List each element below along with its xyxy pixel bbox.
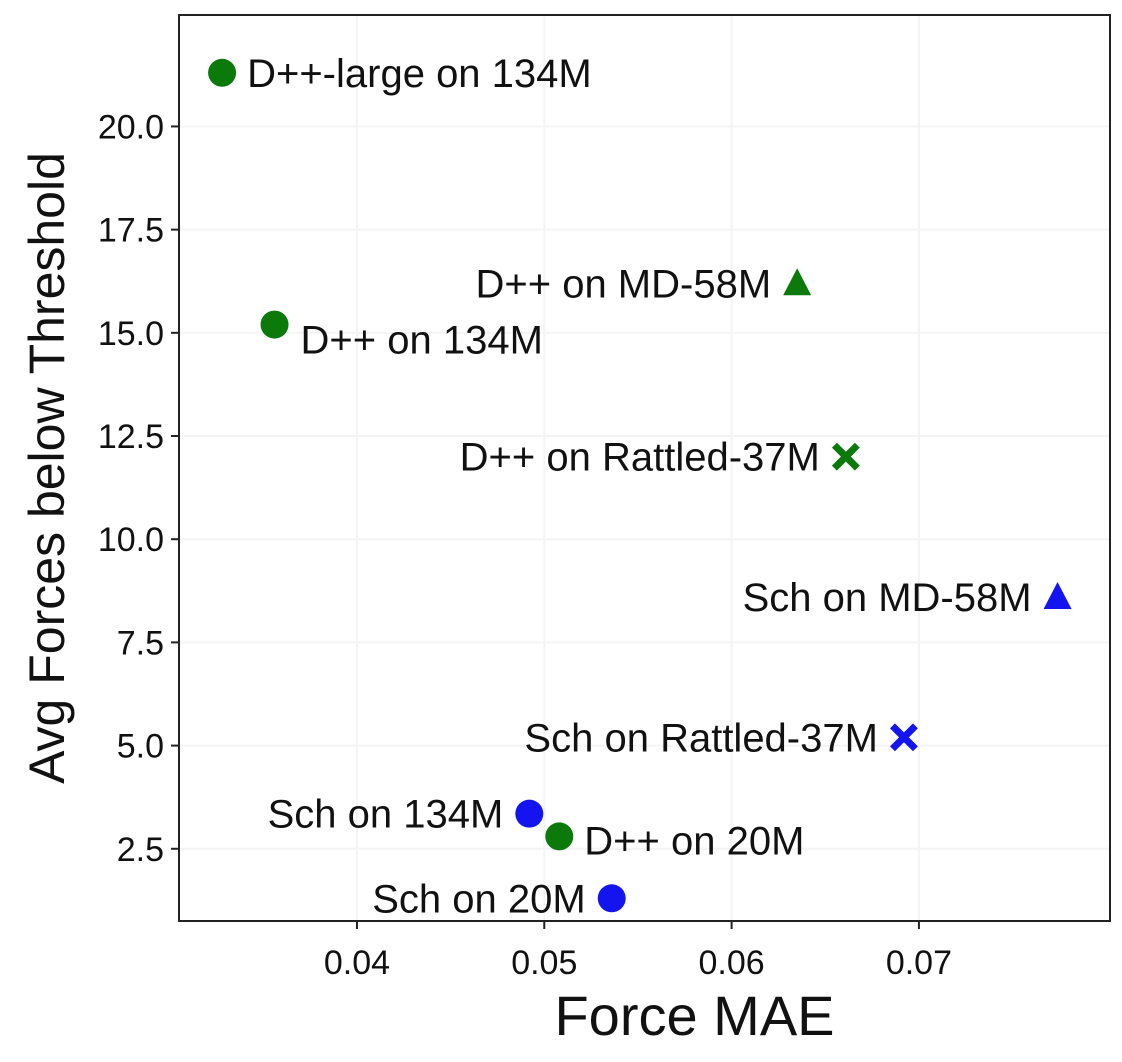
point-label: D++ on Rattled-37M [460,436,820,480]
x-axis-title: Force MAE [554,984,834,1047]
point-marker-circle [260,310,289,339]
y-tick-label: 20.0 [98,108,164,146]
y-axis-ticks: 2.5 5.0 7.5 10.0 12.5 15.0 17.5 20.0 [98,108,179,869]
point-labels: D++-large on 134M D++ on 134M D++ on MD-58… [247,52,1031,922]
x-axis-ticks: 0.04 0.05 0.06 0.07 [324,921,952,982]
y-tick-label: 17.5 [98,212,164,250]
point-marker-circle [545,822,574,851]
point-marker-circle [208,58,237,87]
point-label: D++-large on 134M [247,52,592,96]
point-marker-circle [597,884,626,913]
point-marker-triangle [783,268,812,296]
point-label: Sch on MD-58M [743,576,1032,620]
point-label: D++ on MD-58M [475,262,771,306]
y-axis-title: Avg Forces below Threshold [19,152,75,784]
point-label: D++ on 134M [301,319,543,363]
x-tick-label: 0.04 [324,944,390,982]
x-tick-label: 0.07 [886,944,952,982]
point-marker-triangle [1043,581,1072,609]
y-tick-label: 7.5 [117,624,164,662]
point-label: Sch on 20M [372,877,585,921]
y-tick-label: 15.0 [98,315,164,353]
plot-frame [178,14,1111,922]
point-marker-x [889,723,918,752]
y-tick-label: 5.0 [117,728,164,766]
point-marker-circle [515,799,544,828]
x-tick-label: 0.05 [511,944,577,982]
y-tick-label: 10.0 [98,521,164,559]
point-label: D++ on 20M [584,819,804,863]
point-label: Sch on Rattled-37M [524,716,878,760]
grid [179,15,1110,921]
point-label: Sch on 134M [268,793,504,837]
data-points [208,58,1072,913]
x-tick-label: 0.06 [699,944,765,982]
y-tick-label: 2.5 [117,831,164,869]
y-tick-label: 12.5 [98,418,164,456]
point-marker-x [831,442,860,471]
